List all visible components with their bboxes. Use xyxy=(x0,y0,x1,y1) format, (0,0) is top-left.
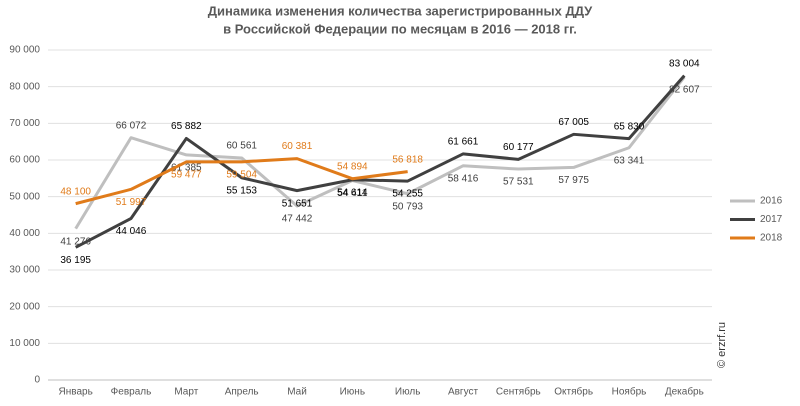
data-label: 60 381 xyxy=(282,141,313,152)
chart-title: в Российской Федерации по месяцам в 2016… xyxy=(223,21,577,36)
x-tick-label: Июль xyxy=(395,387,421,398)
y-tick-label: 0 xyxy=(34,375,40,386)
data-label: 66 072 xyxy=(116,120,147,131)
legend-label: 2017 xyxy=(760,214,783,225)
data-label: 59 504 xyxy=(226,169,257,180)
legend-label: 2016 xyxy=(760,196,783,207)
y-tick-label: 20 000 xyxy=(9,301,40,312)
legend-label: 2018 xyxy=(760,233,783,244)
data-label: 67 005 xyxy=(558,117,589,128)
x-tick-label: Июнь xyxy=(340,387,365,398)
data-label: 51 651 xyxy=(282,198,313,209)
data-label: 58 416 xyxy=(448,173,479,184)
y-tick-label: 80 000 xyxy=(9,81,40,92)
x-tick-label: Ноябрь xyxy=(612,386,647,398)
x-tick-label: Май xyxy=(287,387,307,398)
data-label: 44 046 xyxy=(116,226,147,237)
y-tick-label: 70 000 xyxy=(9,118,40,129)
data-label: 60 561 xyxy=(226,141,257,152)
x-tick-label: Январь xyxy=(59,387,93,398)
line-series xyxy=(74,74,686,249)
data-label: 54 894 xyxy=(337,161,368,172)
data-label: 54 411 xyxy=(337,188,367,199)
y-tick-label: 60 000 xyxy=(9,155,40,166)
y-tick-label: 90 000 xyxy=(9,45,40,56)
data-label: 83 004 xyxy=(669,58,700,69)
y-tick-label: 40 000 xyxy=(9,228,40,239)
data-label: 65 830 xyxy=(614,121,645,132)
data-label: 59 477 xyxy=(171,170,202,181)
data-label: 36 195 xyxy=(60,255,91,266)
data-label: 82 607 xyxy=(669,85,700,96)
data-label: 57 975 xyxy=(558,175,589,186)
x-tick-label: Декабрь xyxy=(665,386,704,398)
data-label: 56 818 xyxy=(392,154,423,165)
data-label: 54 255 xyxy=(392,189,423,200)
x-tick-label: Февраль xyxy=(111,387,152,398)
data-label: 61 385 xyxy=(171,163,202,174)
data-label: 55 153 xyxy=(226,185,257,196)
y-tick-label: 50 000 xyxy=(9,191,40,202)
x-tick-label: Август xyxy=(448,387,479,398)
x-tick-label: Сентябрь xyxy=(496,386,541,398)
line-series xyxy=(75,157,408,206)
x-tick-label: Октябрь xyxy=(554,386,593,398)
data-label: 41 276 xyxy=(60,236,91,247)
data-label: 48 100 xyxy=(60,186,91,197)
y-tick-label: 10 000 xyxy=(9,338,40,349)
line-series xyxy=(74,76,686,230)
data-label: 47 442 xyxy=(282,214,313,225)
data-label: 51 997 xyxy=(116,197,147,208)
watermark: © erzrf.ru xyxy=(716,322,728,368)
data-label: 63 341 xyxy=(614,155,645,166)
chart-title: Динамика изменения количества зарегистри… xyxy=(208,3,593,18)
y-tick-label: 30 000 xyxy=(9,265,40,276)
x-tick-label: Апрель xyxy=(225,387,259,398)
x-tick-label: Март xyxy=(174,387,198,398)
data-label: 61 661 xyxy=(448,137,479,148)
data-label: 60 177 xyxy=(503,142,534,153)
data-label: 57 531 xyxy=(503,177,534,188)
data-label: 65 882 xyxy=(171,121,202,132)
data-label: 54 614 xyxy=(337,187,368,198)
data-label: 50 793 xyxy=(392,201,423,212)
